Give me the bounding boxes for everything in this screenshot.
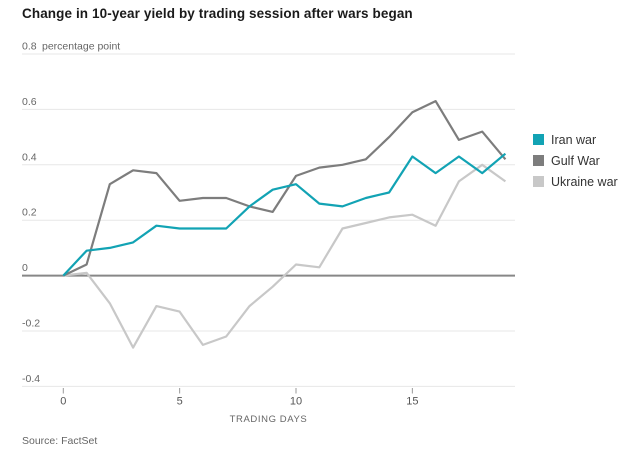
y-tick-label: 0.6 <box>22 96 37 108</box>
x-tick-label: 15 <box>406 396 418 408</box>
y-tick-label: -0.4 <box>22 373 40 385</box>
series-line-gulf-war <box>62 99 507 277</box>
legend-swatch <box>533 155 544 166</box>
x-axis-title: TRADING DAYS <box>230 414 308 425</box>
y-tick-label: 0.4 <box>22 151 37 163</box>
x-tick-label: 10 <box>290 396 302 408</box>
x-tick-label: 5 <box>177 396 183 408</box>
legend-swatch <box>533 134 544 145</box>
series-line-iran-war <box>62 152 507 277</box>
legend-item: Gulf War <box>533 150 618 171</box>
y-axis-unit: percentage point <box>42 41 120 53</box>
legend-item: Ukraine war <box>533 171 618 192</box>
chart-title: Change in 10-year yield by trading sessi… <box>22 6 413 21</box>
y-tick-label: 0.8 <box>22 41 37 53</box>
legend-label: Ukraine war <box>551 174 618 189</box>
legend-item: Iran war <box>533 129 618 150</box>
legend-swatch <box>533 176 544 187</box>
y-tick-label: 0.2 <box>22 207 37 219</box>
legend: Iran war Gulf War Ukraine war <box>533 129 618 192</box>
source-note: Source: FactSet <box>22 435 98 447</box>
y-tick-label: 0 <box>22 262 28 274</box>
legend-label: Iran war <box>551 132 597 147</box>
series-line-ukraine-war <box>63 163 507 349</box>
y-tick-label: -0.2 <box>22 318 40 330</box>
x-tick-label: 0 <box>60 396 66 408</box>
legend-label: Gulf War <box>551 153 600 168</box>
